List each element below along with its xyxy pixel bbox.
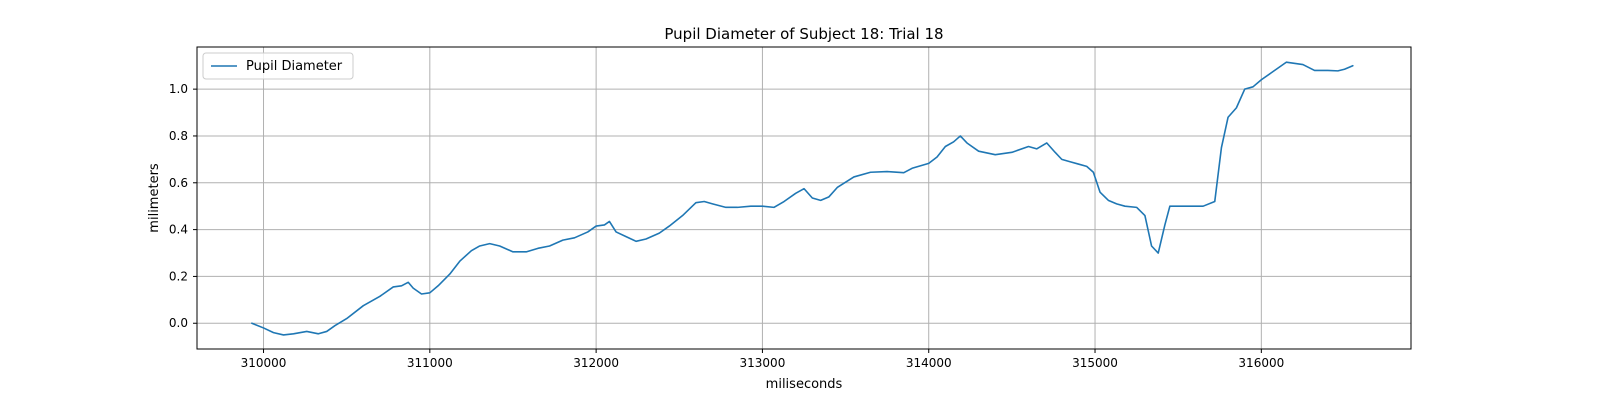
y-axis-label: milimeters: [147, 163, 162, 233]
y-tick-label: 0.2: [169, 269, 188, 283]
ticks-layer: 310000 311000 312000 313000 314000 315000 3160…: [169, 82, 1284, 370]
chart-title: Pupil Diameter of Subject 18: Trial 18: [664, 25, 943, 43]
x-tick-label: 312000: [573, 356, 619, 370]
x-tick-label: 311000: [407, 356, 453, 370]
series-layer: [251, 61, 1354, 336]
y-tick-label: 0.4: [169, 223, 188, 237]
x-tick-label: 314000: [906, 356, 952, 370]
x-tick-label: 316000: [1238, 356, 1284, 370]
legend-label-pupil-diameter: Pupil Diameter: [246, 59, 343, 74]
series-line-pupil-diameter: [251, 61, 1354, 336]
y-tick-label: 0.0: [169, 316, 188, 330]
x-tick-label: 315000: [1072, 356, 1118, 370]
y-tick-label: 0.6: [169, 176, 188, 190]
legend: Pupil Diameter: [202, 52, 354, 80]
x-tick-label: 313000: [740, 356, 786, 370]
axes-frame: [196, 46, 1412, 350]
x-axis-label: miliseconds: [766, 377, 843, 392]
legend-box: [202, 52, 354, 80]
y-tick-label: 1.0: [169, 82, 188, 96]
y-tick-label: 0.8: [169, 129, 188, 143]
grid-layer: [197, 47, 1411, 349]
x-tick-label: 310000: [241, 356, 287, 370]
